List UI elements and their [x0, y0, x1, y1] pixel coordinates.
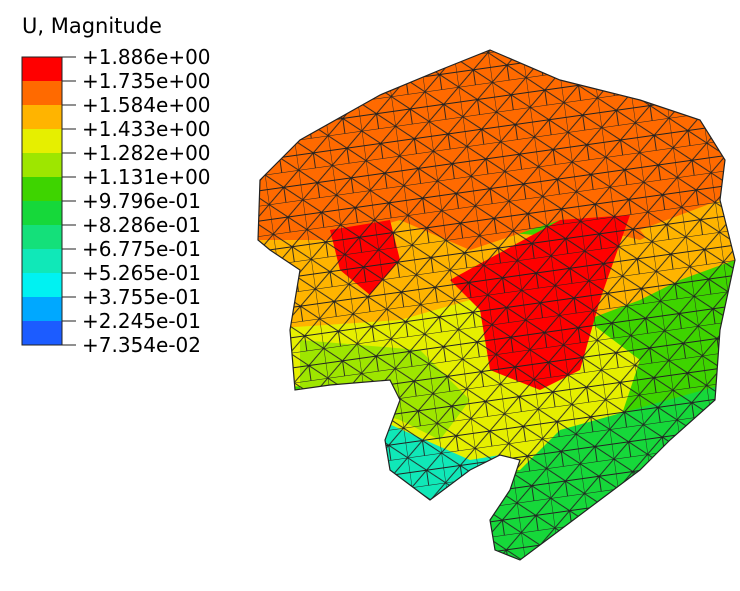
legend-title: U, Magnitude	[22, 14, 162, 38]
legend-level: +1.584e+00	[82, 93, 211, 117]
legend-swatch	[22, 201, 62, 225]
legend-level: +7.354e-02	[82, 333, 201, 357]
legend-swatch	[22, 321, 62, 345]
legend-level: +9.796e-01	[82, 189, 201, 213]
legend-level: +1.735e+00	[82, 69, 211, 93]
legend-level: +1.131e+00	[82, 165, 211, 189]
legend-swatch	[22, 153, 62, 177]
legend-level: +2.245e-01	[82, 309, 201, 333]
legend-swatch	[22, 177, 62, 201]
legend-swatch	[22, 249, 62, 273]
legend-level: +1.433e+00	[82, 117, 211, 141]
legend-level: +1.886e+00	[82, 45, 211, 69]
legend-swatch	[22, 105, 62, 129]
legend-level: +3.755e-01	[82, 285, 201, 309]
legend-level: +5.265e-01	[82, 261, 201, 285]
legend-swatch	[22, 273, 62, 297]
legend-swatch	[22, 129, 62, 153]
legend-level: +1.282e+00	[82, 141, 211, 165]
legend-swatch	[22, 297, 62, 321]
mesh-body	[258, 50, 735, 560]
legend-swatch	[22, 225, 62, 249]
legend-swatch	[22, 81, 62, 105]
legend: +1.886e+00+1.735e+00+1.584e+00+1.433e+00…	[21, 45, 211, 357]
legend-swatch	[22, 57, 62, 81]
legend-level: +6.775e-01	[82, 237, 201, 261]
legend-level: +8.286e-01	[82, 213, 201, 237]
